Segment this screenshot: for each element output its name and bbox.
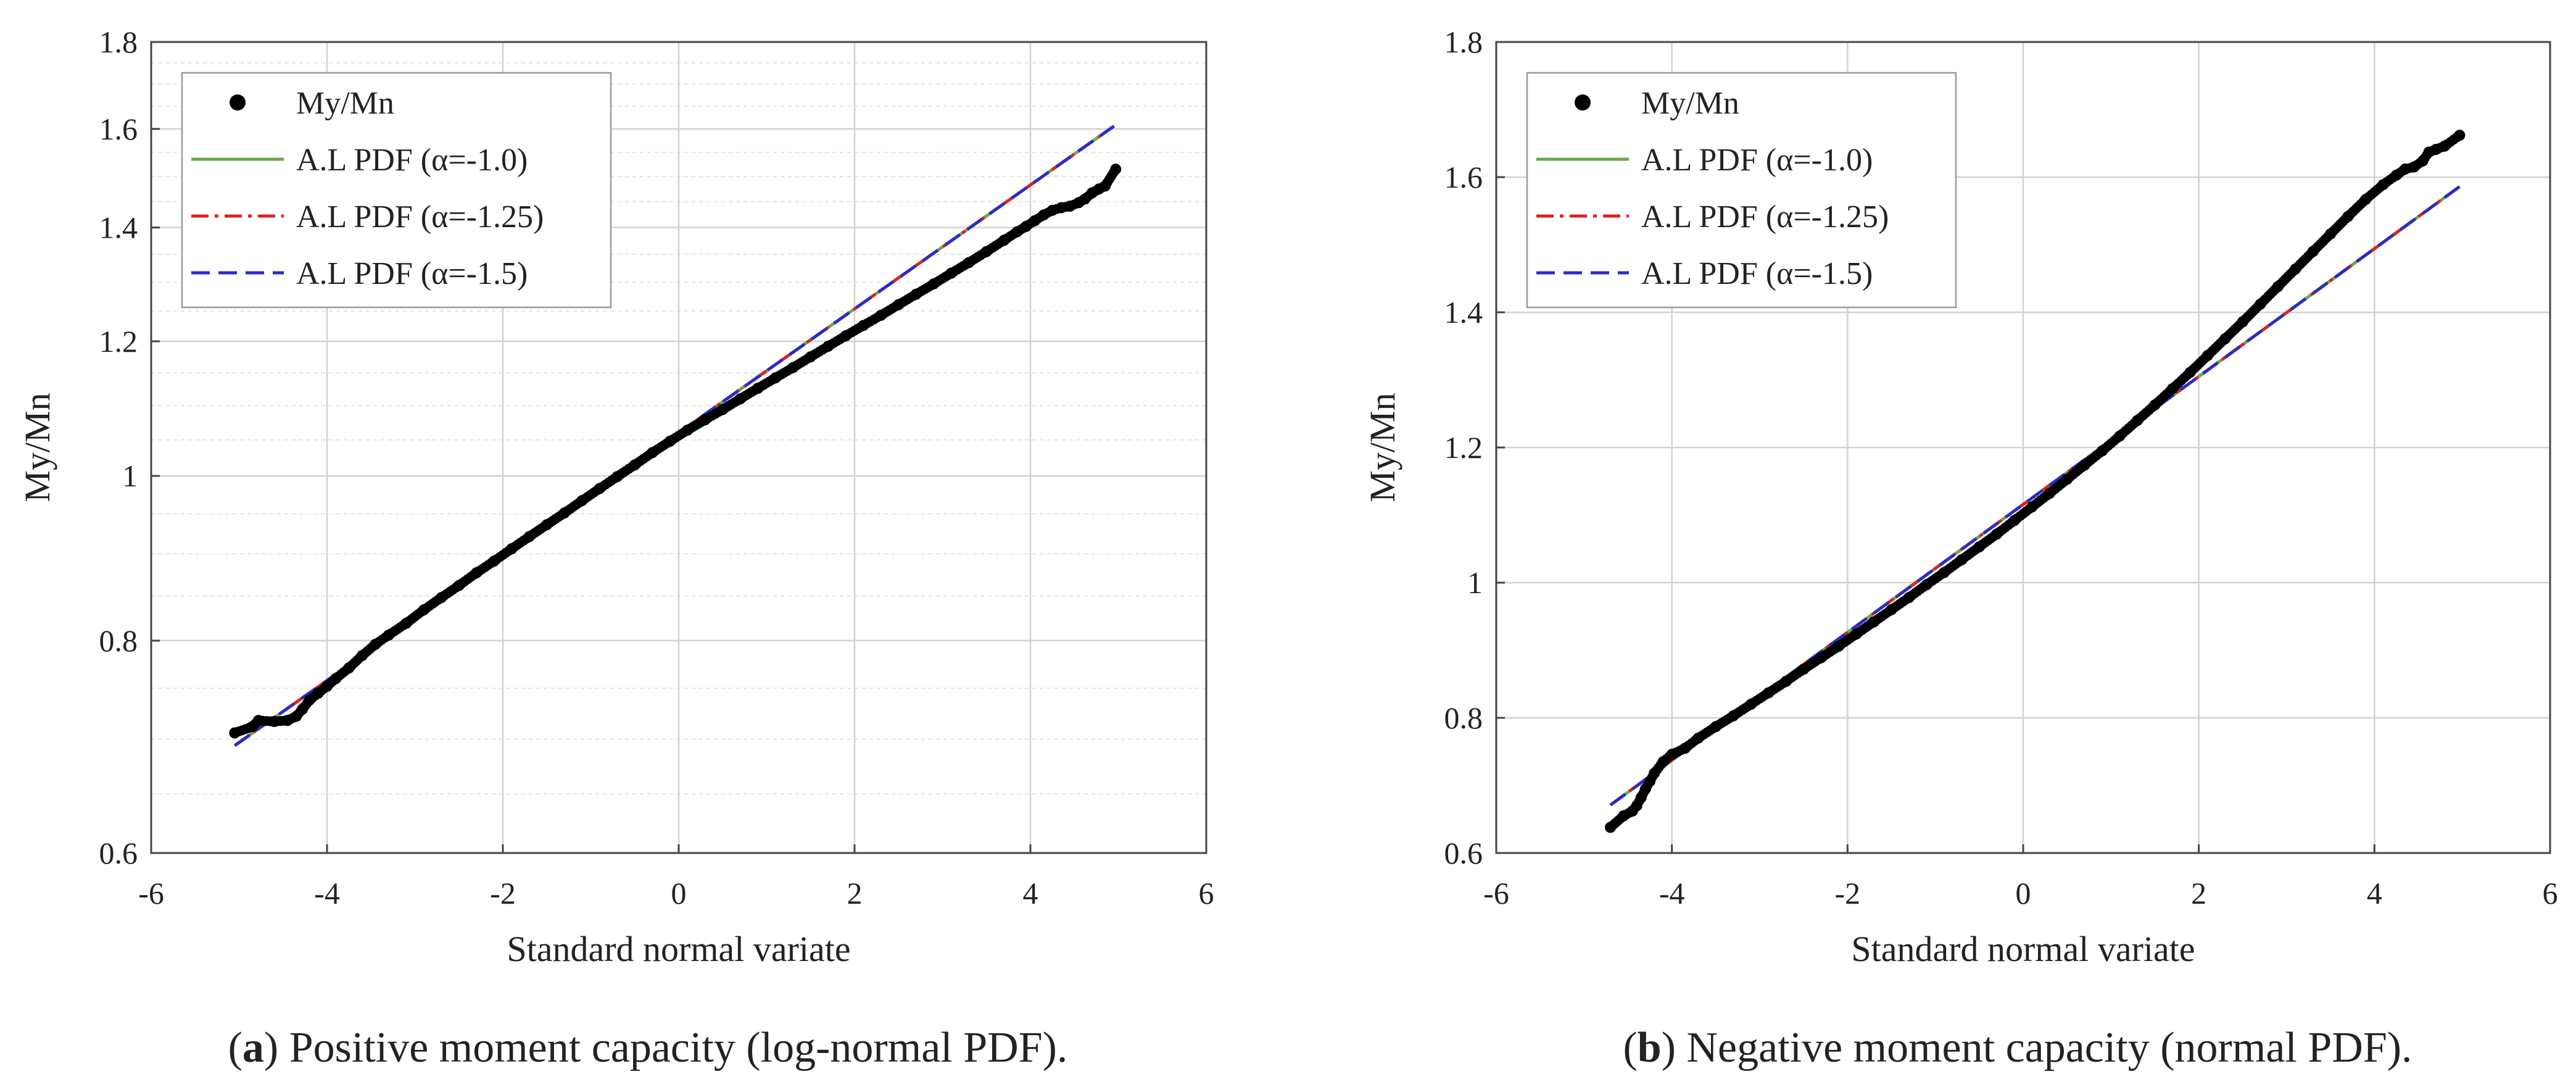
legend-label: A.L PDF (α=-1.25) [296, 199, 544, 235]
x-tick-labels: -6 -4 -2 0 2 4 6 [1483, 876, 2557, 910]
x-tick-label: -4 [1659, 876, 1685, 910]
data-point-fill [1108, 167, 1119, 178]
legend-label: A.L PDF (α=-1.5) [1641, 256, 1873, 291]
legend-box [1526, 72, 1957, 309]
x-tick-label: -6 [1483, 876, 1509, 910]
data-points [1605, 130, 2466, 833]
legend: My/Mn A.L PDF (α=-1.0) A.L PDF (α=-1.25)… [1526, 72, 1957, 309]
legend-box [181, 72, 612, 309]
axis-ticks [150, 41, 1207, 854]
y-tick-label: 1.6 [99, 112, 138, 146]
y-tick-label: 0.6 [1444, 836, 1483, 870]
x-tick-labels: -6 -4 -2 0 2 4 6 [138, 876, 1214, 910]
y-tick-label: 1.4 [1444, 295, 1483, 330]
legend-label: My/Mn [1641, 86, 1739, 121]
y-tick-label: 1.6 [1444, 160, 1483, 194]
legend-label: A.L PDF (α=-1.5) [296, 256, 528, 291]
x-tick-label: 2 [847, 876, 863, 910]
caption-text: Positive moment capacity (log-normal PDF… [289, 1024, 1068, 1072]
x-tick-label: 4 [2367, 876, 2382, 910]
y-tick-label: 1.2 [99, 324, 138, 359]
y-tick-label: 1.8 [99, 25, 138, 59]
legend-label: A.L PDF (α=-1.0) [1641, 143, 1873, 178]
x-axis-label: Standard normal variate [1851, 929, 2195, 969]
legend-marker-points [1575, 94, 1591, 110]
legend-label: A.L PDF (α=-1.0) [296, 143, 528, 178]
data-point-fill [1051, 204, 1062, 214]
x-tick-label: -4 [314, 876, 340, 910]
caption-prefix: b [1638, 1024, 1662, 1072]
legend-label: My/Mn [296, 86, 394, 121]
legend-marker-points [230, 94, 246, 110]
y-tick-labels: 0.6 0.8 1 1.2 1.4 1.6 1.8 [1444, 25, 1483, 870]
x-tick-label: 0 [671, 876, 687, 910]
data-point-fill [265, 716, 276, 726]
legend-label: A.L PDF (α=-1.25) [1641, 199, 1889, 235]
x-tick-label: -2 [490, 876, 516, 910]
caption: (b) Negative moment capacity (normal PDF… [1623, 1024, 2412, 1072]
y-tick-label: 1.4 [99, 210, 138, 245]
x-tick-label: -2 [1835, 876, 1861, 910]
chart-panel-a: -6 -4 -2 0 2 4 6 0.6 0.8 1 1.2 1.4 1.6 1.8 My/Mn A.L… [17, 25, 1214, 1072]
x-tick-label: 4 [1023, 876, 1038, 910]
axis-ticks [1495, 41, 2551, 854]
data-point-fill [1642, 780, 1653, 790]
legend: My/Mn A.L PDF (α=-1.0) A.L PDF (α=-1.25)… [181, 72, 612, 309]
y-axis-label: My/Mn [1362, 393, 1402, 502]
y-tick-label: 1.8 [1444, 25, 1483, 59]
y-tick-label: 1 [1467, 565, 1483, 600]
caption-prefix: a [242, 1024, 264, 1072]
x-tick-label: 2 [2191, 876, 2206, 910]
caption: (a) Positive moment capacity (log-normal… [228, 1024, 1068, 1072]
y-tick-label: 0.8 [99, 623, 138, 658]
data-points [229, 164, 1122, 739]
y-tick-label: 0.8 [1444, 701, 1483, 735]
y-tick-labels: 0.6 0.8 1 1.2 1.4 1.6 1.8 [99, 25, 138, 870]
x-tick-label: 0 [2016, 876, 2031, 910]
caption-text: Negative moment capacity (normal PDF). [1687, 1024, 2412, 1072]
y-axis-label: My/Mn [17, 393, 57, 502]
x-tick-label: 6 [2543, 876, 2558, 910]
y-tick-label: 0.6 [99, 836, 138, 870]
x-tick-label: -6 [138, 876, 164, 910]
x-tick-label: 6 [1199, 876, 1214, 910]
y-tick-label: 1 [122, 459, 138, 493]
x-axis-label: Standard normal variate [507, 929, 850, 969]
y-tick-label: 1.2 [1444, 430, 1483, 465]
data-point-fill [2451, 132, 2462, 143]
chart-panel-b: -6 -4 -2 0 2 4 6 0.6 0.8 1 1.2 1.4 1.6 1.8 My/Mn A.L… [1362, 25, 2558, 1072]
